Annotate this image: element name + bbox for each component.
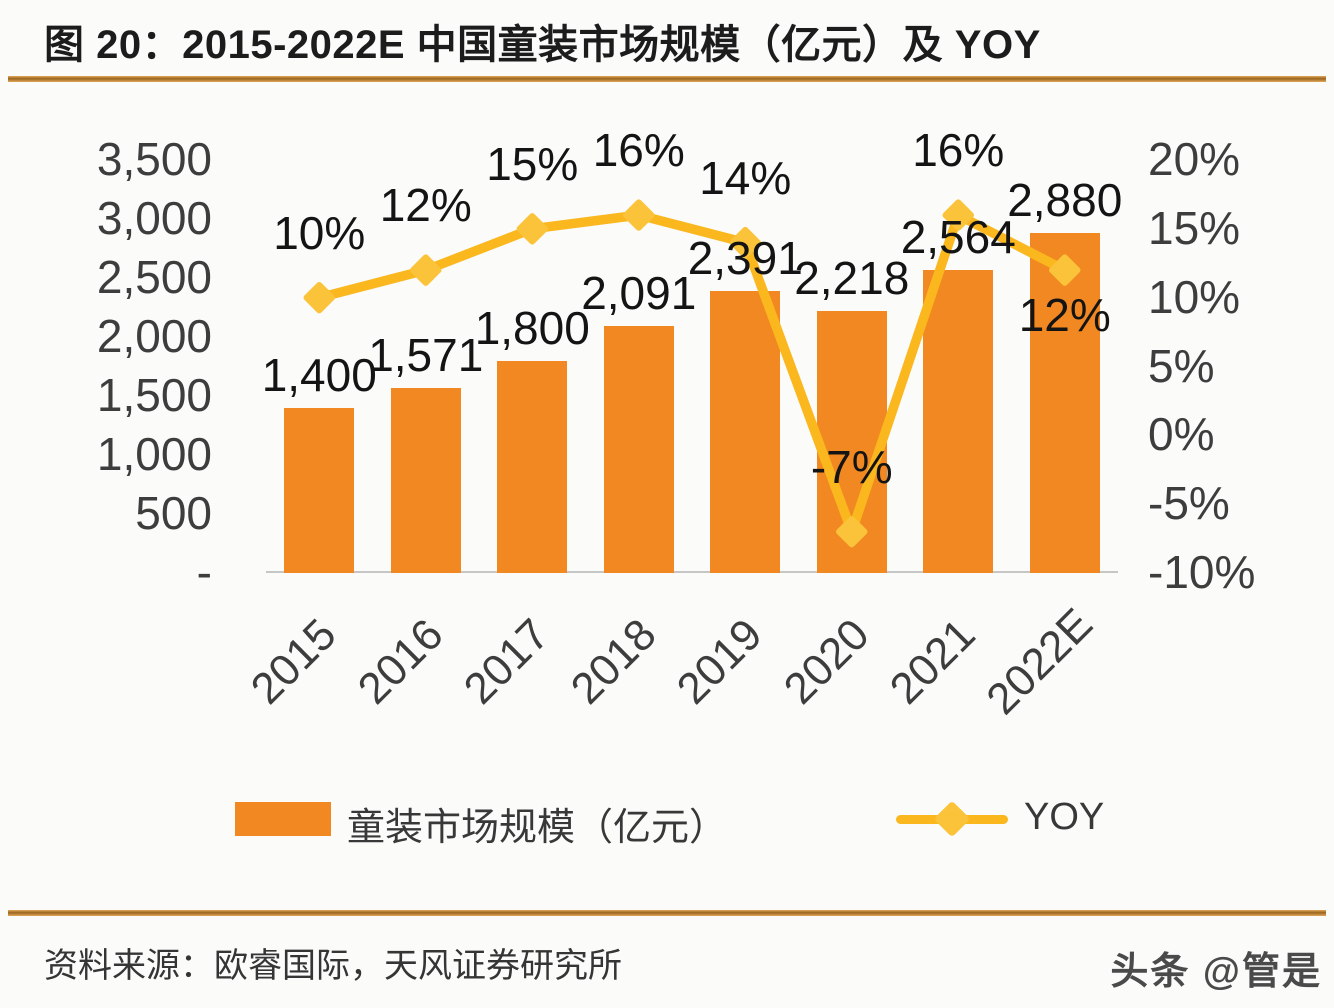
legend-bar-swatch-icon [235,802,331,836]
y-axis-right-tick-label: -5% [1148,477,1230,530]
bar-value-label: 2,391 [687,231,803,284]
diamond-marker-icon [623,199,655,231]
yoy-percent-label: 16% [592,124,685,177]
legend-yoy-label: YOY [1024,796,1105,838]
diamond-marker-icon [836,515,868,548]
diamond-marker-icon [1049,254,1081,286]
legend-yoy-line-icon [896,800,1008,838]
y-axis-left-tick-label: - [196,546,212,598]
y-axis-right-tick-label: 5% [1148,339,1215,392]
yoy-percent-label: 14% [699,151,792,204]
bar [603,326,674,573]
diamond-marker-icon [729,226,761,259]
yoy-percent-label: 12% [1018,289,1111,342]
yoy-line [314,210,1070,537]
diamond-marker-icon [303,281,335,314]
bar-value-label: 1,800 [474,301,590,354]
figure-title: 图 20：2015-2022E 中国童装市场规模（亿元）及 YOY [44,23,1041,67]
legend-yoy-diamond-icon [933,800,971,838]
watermark: 头条 @管是 [1110,951,1322,993]
y-axis-right-tick-label: 10% [1148,270,1241,323]
y-axis-left-tick-label: 1,500 [96,369,212,421]
y-axis-right-tick-label: 0% [1148,408,1215,461]
yoy-percent-label: 10% [273,206,366,259]
bar-value-label: 1,571 [368,328,484,381]
bar [923,270,994,573]
y-axis-left-tick-label: 500 [135,487,212,539]
bar-value-label: 1,400 [261,348,377,401]
y-axis-right-tick-label: -10% [1148,546,1256,598]
bar-value-label: 2,091 [581,267,697,320]
legend: 童装市场规模（亿元） YOY [0,794,1334,856]
y-axis-left-tick-label: 3,000 [96,192,212,244]
y-axis-right-tick-label: 15% [1148,201,1241,254]
title-divider [8,76,1326,82]
bar-value-label: 2,880 [1007,174,1123,227]
legend-bar-label: 童装市场规模（亿元） [347,807,728,849]
diamond-marker-icon [942,199,974,231]
diamond-marker-icon [410,254,442,286]
yoy-percent-label: 16% [912,124,1005,177]
bar [284,407,355,573]
bar-value-label: 2,564 [900,211,1016,264]
yoy-percent-label: -7% [810,440,893,493]
y-axis-right-tick-label: 20% [1148,133,1241,185]
axis-baseline [266,571,1118,573]
bar [390,387,461,573]
yoy-percent-label: 12% [379,179,472,232]
bar [497,360,568,573]
footer-divider [8,910,1326,916]
y-axis-left-tick-label: 2,500 [96,251,212,303]
bar [1029,233,1100,573]
y-axis-left-tick-label: 2,000 [96,310,212,362]
source-note: 资料来源：欧睿国际，天风证券研究所 [44,947,622,985]
bar [710,290,781,573]
diamond-marker-icon [516,213,548,245]
y-axis-left-tick-label: 1,000 [96,428,212,480]
y-axis-left-tick-label: 3,500 [96,133,212,185]
bar-value-label: 2,218 [794,252,910,305]
yoy-percent-label: 15% [486,137,579,190]
